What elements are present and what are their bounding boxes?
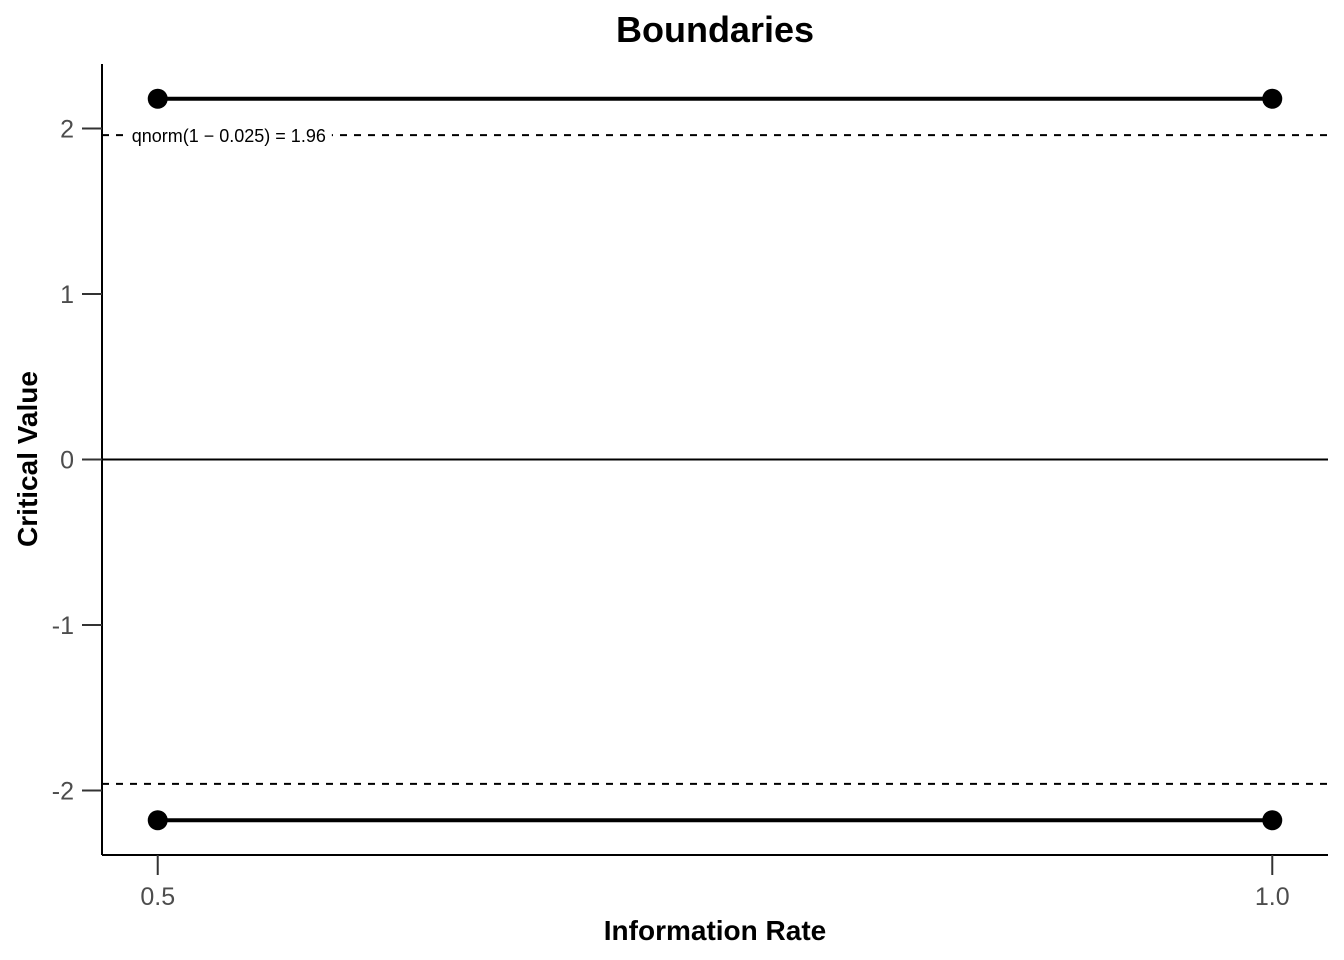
x-tick-label: 1.0 [1255, 883, 1290, 911]
lower-boundary-point [1262, 810, 1283, 831]
x-tick-label: 0.5 [140, 883, 175, 911]
chart-title: Boundaries [616, 9, 814, 50]
upper-boundary-point [147, 88, 168, 109]
x-axis-title: Information Rate [604, 915, 826, 946]
lower-boundary-point [147, 810, 168, 831]
y-tick-label: 0 [60, 447, 74, 475]
plot-area: -2 -1 0 1 2 0.5 1.0 qnorm(1 − 0.025) = 1.96 [52, 64, 1328, 911]
annotation-background [125, 122, 332, 149]
y-tick-label: -1 [52, 612, 74, 640]
y-tick-label: 1 [60, 281, 74, 309]
y-tick-label: 2 [60, 116, 74, 144]
y-axis-title: Critical Value [12, 371, 43, 547]
threshold-annotation: qnorm(1 − 0.025) = 1.96 [132, 126, 326, 146]
y-tick-label: -2 [52, 777, 74, 805]
upper-boundary-point [1262, 88, 1283, 109]
